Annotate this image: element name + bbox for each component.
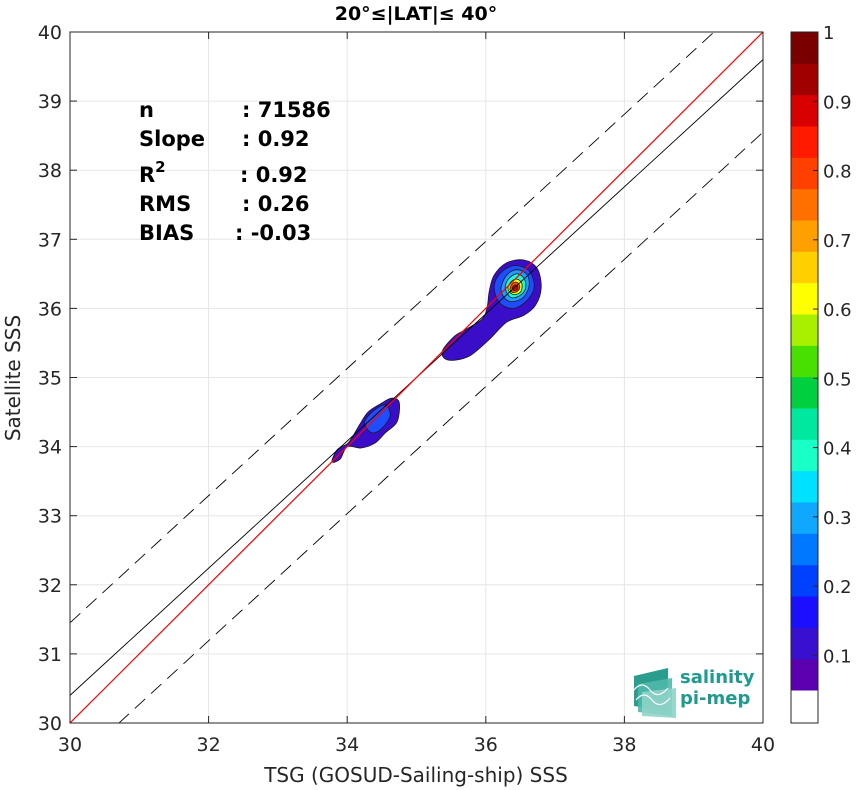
stat-r2-base: R <box>139 163 155 187</box>
colorbar-segment <box>791 658 818 691</box>
x-tick-label: 30 <box>58 734 82 756</box>
colorbar-tick-label: 0.6 <box>823 300 852 321</box>
one-to-one-line <box>70 32 763 723</box>
colorbar-segment <box>791 502 818 534</box>
colorbar-tick-label: 0.2 <box>823 577 852 598</box>
y-tick-label: 33 <box>38 506 62 528</box>
y-tick-label: 30 <box>38 713 62 735</box>
colorbar-segment <box>791 94 818 127</box>
stat-slope-value: : 0.92 <box>242 127 310 151</box>
colorbar-tick-label: 0.3 <box>823 508 852 529</box>
stat-r2-label: R2 <box>139 158 166 187</box>
colorbar-segment <box>791 627 818 660</box>
y-tick-label: 31 <box>38 644 62 666</box>
colorbar-segment <box>791 690 818 723</box>
plot-area: 30 32 34 36 38 40 30 31 32 33 34 35 36 37 38 39 40 <box>38 22 775 756</box>
colorbar-segment <box>791 596 818 628</box>
stat-slope-label: Slope <box>139 127 205 151</box>
stat-n-label: n <box>139 98 154 122</box>
chart-title: 20°≤|LAT|≤ 40° <box>335 3 498 25</box>
wave-stack-icon <box>633 668 676 718</box>
stat-bias-value: : -0.03 <box>235 221 311 245</box>
stat-r2-sup: 2 <box>155 158 165 176</box>
colorbar-segment <box>791 32 818 64</box>
colorbar-segment <box>791 126 818 158</box>
y-axis-ticks: 30 31 32 33 34 35 36 37 38 39 40 <box>38 22 763 735</box>
colorbar-tick-label: 1 <box>823 23 834 44</box>
logo-text-pi-mep: pi-mep <box>680 688 750 709</box>
upper-bound-line <box>70 32 715 624</box>
x-tick-label: 36 <box>474 734 498 756</box>
density-contour <box>364 404 391 434</box>
x-tick-label: 40 <box>751 734 775 756</box>
y-tick-label: 38 <box>38 160 62 182</box>
colorbar-segment <box>791 188 818 221</box>
logo-text-salinity: salinity <box>680 667 755 688</box>
colorbar-tick-label: 0.4 <box>823 439 852 460</box>
colorbar-segment <box>791 470 818 503</box>
colorbar-segments <box>791 32 818 723</box>
colorbar-segment <box>791 220 818 252</box>
colorbar-ticks: 0.1 0.2 0.3 0.4 0.5 0.6 0.7 0.8 0.9 1 <box>813 23 852 667</box>
colorbar-segment <box>791 564 818 597</box>
x-tick-label: 38 <box>612 734 636 756</box>
colorbar-segment <box>791 439 818 472</box>
stat-r2-value: : 0.92 <box>240 163 308 187</box>
colorbar-tick-label: 0.7 <box>823 231 852 252</box>
y-tick-label: 35 <box>38 368 62 390</box>
stat-bias-label: BIAS <box>139 221 194 245</box>
grid <box>69 31 764 724</box>
colorbar-segment <box>791 345 818 378</box>
x-axis-label: TSG (GOSUD-Sailing-ship) SSS <box>263 763 568 787</box>
lower-bound-line <box>118 131 763 723</box>
colorbar-segment <box>791 533 818 566</box>
colorbar-segment <box>791 376 818 409</box>
colorbar-segment <box>791 251 818 284</box>
stat-n-value: : 71586 <box>242 98 331 122</box>
y-tick-label: 36 <box>38 298 62 320</box>
y-tick-label: 37 <box>38 229 62 251</box>
colorbar-segment <box>791 408 818 440</box>
colorbar-tick-label: 0.5 <box>823 369 852 390</box>
reference-lines <box>70 32 763 723</box>
colorbar-tick-label: 0.1 <box>823 646 852 667</box>
colorbar-segment <box>791 157 818 190</box>
colorbar: 0.1 0.2 0.3 0.4 0.5 0.6 0.7 0.8 0.9 1 <box>790 23 852 724</box>
stat-rms-label: RMS <box>139 192 191 216</box>
colorbar-segment <box>791 314 818 346</box>
colorbar-segment <box>791 282 818 315</box>
salinity-pi-mep-logo: salinity pi-mep <box>633 667 755 718</box>
colorbar-frame <box>790 31 819 724</box>
y-tick-label: 32 <box>38 575 62 597</box>
x-tick-label: 32 <box>197 734 221 756</box>
colorbar-segment <box>791 63 818 96</box>
y-tick-label: 39 <box>38 91 62 113</box>
y-tick-label: 40 <box>38 22 62 44</box>
y-tick-label: 34 <box>38 437 62 459</box>
colorbar-tick-label: 0.8 <box>823 162 852 183</box>
y-axis-label: Satellite SSS <box>1 315 25 441</box>
x-tick-label: 34 <box>335 734 359 756</box>
colorbar-tick-label: 0.9 <box>823 92 852 113</box>
x-axis-ticks: 30 32 34 36 38 40 <box>58 32 775 756</box>
stat-rms-value: : 0.26 <box>242 192 310 216</box>
statistics-box: n : 71586 Slope : 0.92 R2 : 0.92 RMS : 0… <box>139 98 331 245</box>
